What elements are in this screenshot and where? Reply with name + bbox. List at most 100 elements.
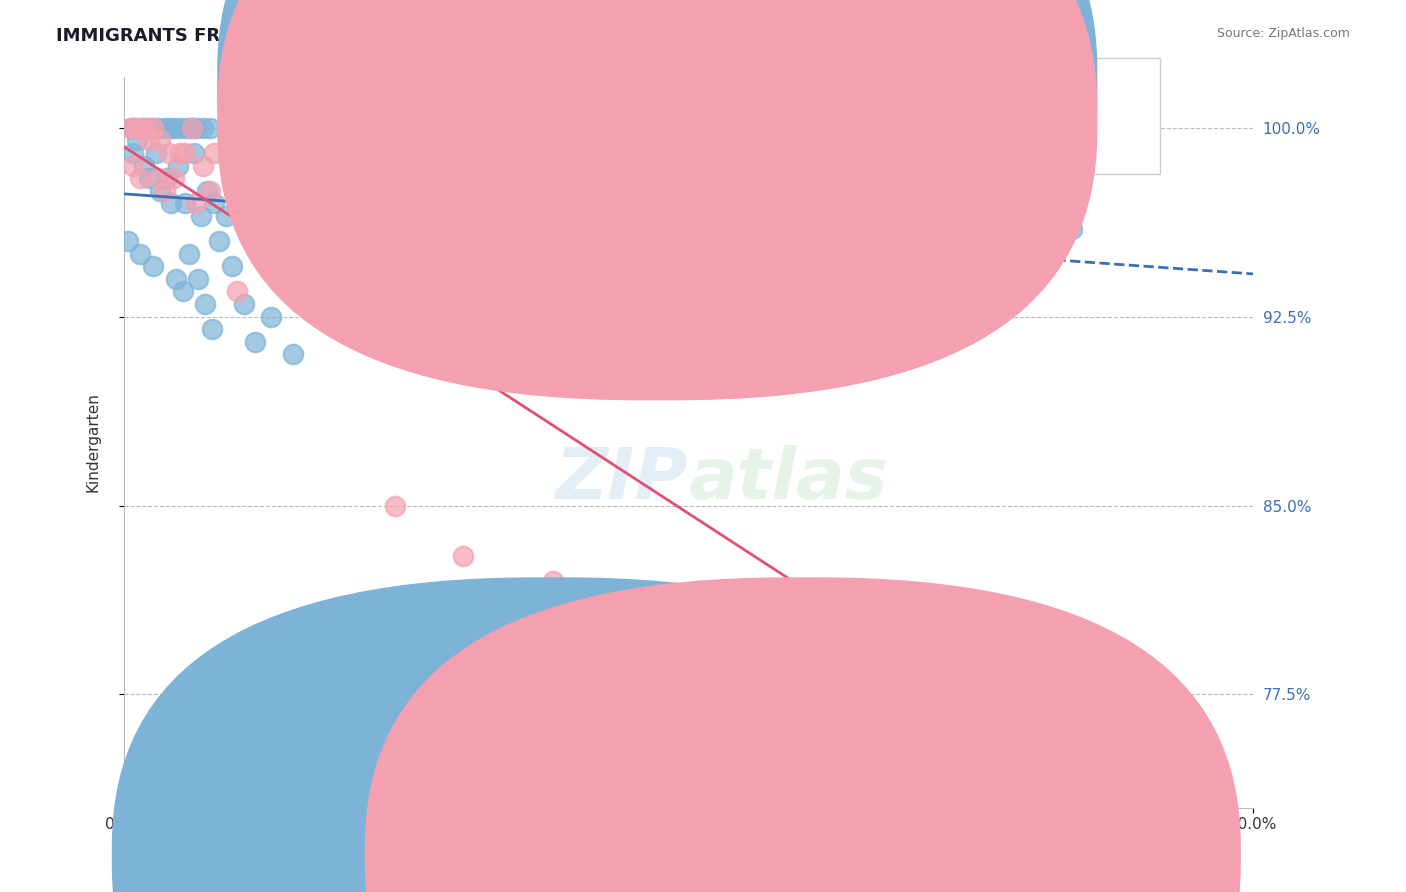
Point <box>180 120 202 135</box>
Point <box>271 221 294 235</box>
Point <box>384 499 406 513</box>
Point <box>138 133 160 147</box>
Point <box>1062 221 1084 235</box>
Point <box>173 196 195 211</box>
Point <box>236 221 259 235</box>
Point <box>153 120 176 135</box>
Text: R =  -0.894   N =  31: R = -0.894 N = 31 <box>686 118 846 133</box>
Text: N =: N = <box>794 78 828 94</box>
Point <box>157 146 180 161</box>
Point <box>451 549 474 563</box>
Point <box>149 184 172 198</box>
Point <box>183 146 205 161</box>
Point <box>247 209 270 223</box>
Point <box>201 322 224 336</box>
Text: R =  -0.111   N = 64: R = -0.111 N = 64 <box>686 78 841 94</box>
Point <box>156 171 179 186</box>
Point <box>247 209 270 223</box>
Point <box>186 196 208 211</box>
Point <box>124 120 146 135</box>
Point <box>127 133 149 147</box>
Text: 31: 31 <box>834 118 860 133</box>
Y-axis label: Kindergarten: Kindergarten <box>86 392 100 492</box>
Text: IMMIGRANTS FROM ARMENIA VS HOUMA KINDERGARTEN CORRELATION CHART: IMMIGRANTS FROM ARMENIA VS HOUMA KINDERG… <box>56 27 855 45</box>
Point <box>180 120 202 135</box>
Point <box>202 196 225 211</box>
Point <box>745 637 768 651</box>
Point <box>232 297 254 311</box>
Point <box>197 184 219 198</box>
Point <box>316 196 339 211</box>
Point <box>186 120 208 135</box>
Point <box>162 171 184 186</box>
Text: 64: 64 <box>834 78 855 94</box>
Point <box>790 221 813 235</box>
Point <box>225 184 247 198</box>
Point <box>153 184 176 198</box>
Point <box>131 120 153 135</box>
Point <box>162 120 184 135</box>
Point <box>429 184 451 198</box>
Point <box>361 196 384 211</box>
Text: atlas: atlas <box>689 444 889 514</box>
Point <box>208 234 231 248</box>
Point <box>145 146 167 161</box>
Point <box>124 120 146 135</box>
Point <box>120 120 142 135</box>
Point <box>149 133 172 147</box>
Point <box>294 209 316 223</box>
Point <box>172 285 194 299</box>
Point <box>305 246 328 260</box>
Point <box>316 221 339 235</box>
Point <box>169 146 191 161</box>
Text: ZIP: ZIP <box>557 444 689 514</box>
Point <box>1129 687 1152 701</box>
Point <box>122 146 145 161</box>
Text: N =: N = <box>794 118 828 133</box>
Point <box>134 159 156 173</box>
Point <box>190 209 212 223</box>
Point <box>176 120 198 135</box>
Point <box>474 202 496 216</box>
Point <box>122 159 145 173</box>
Point <box>139 120 162 135</box>
Point <box>191 159 214 173</box>
Text: Houma: Houma <box>830 849 879 863</box>
Text: Immigrants from Armenia: Immigrants from Armenia <box>576 849 755 863</box>
Point <box>339 209 361 223</box>
Point <box>179 246 201 260</box>
Point <box>120 120 142 135</box>
Point <box>160 196 183 211</box>
Point <box>384 221 406 235</box>
Point <box>117 234 139 248</box>
Point <box>970 234 993 248</box>
Point <box>221 260 243 274</box>
Point <box>165 272 187 286</box>
Point <box>131 120 153 135</box>
Point <box>191 120 214 135</box>
Point <box>135 120 157 135</box>
Point <box>198 184 221 198</box>
Point <box>350 184 373 198</box>
Text: -0.111: -0.111 <box>735 78 789 94</box>
Point <box>283 347 305 361</box>
Point <box>609 196 631 211</box>
Point <box>903 649 925 664</box>
Point <box>187 272 209 286</box>
Point <box>173 146 195 161</box>
Text: R =: R = <box>686 118 720 133</box>
Point <box>146 120 169 135</box>
Text: R =: R = <box>686 78 720 94</box>
Point <box>1062 662 1084 676</box>
Text: Source: ZipAtlas.com: Source: ZipAtlas.com <box>1216 27 1350 40</box>
Point <box>541 574 564 588</box>
Point <box>260 310 283 324</box>
Point <box>700 209 723 223</box>
Point <box>146 171 169 186</box>
Point <box>198 120 221 135</box>
Point <box>128 171 150 186</box>
Point <box>214 209 236 223</box>
Point <box>138 171 160 186</box>
Point <box>157 120 180 135</box>
Point <box>328 221 350 235</box>
